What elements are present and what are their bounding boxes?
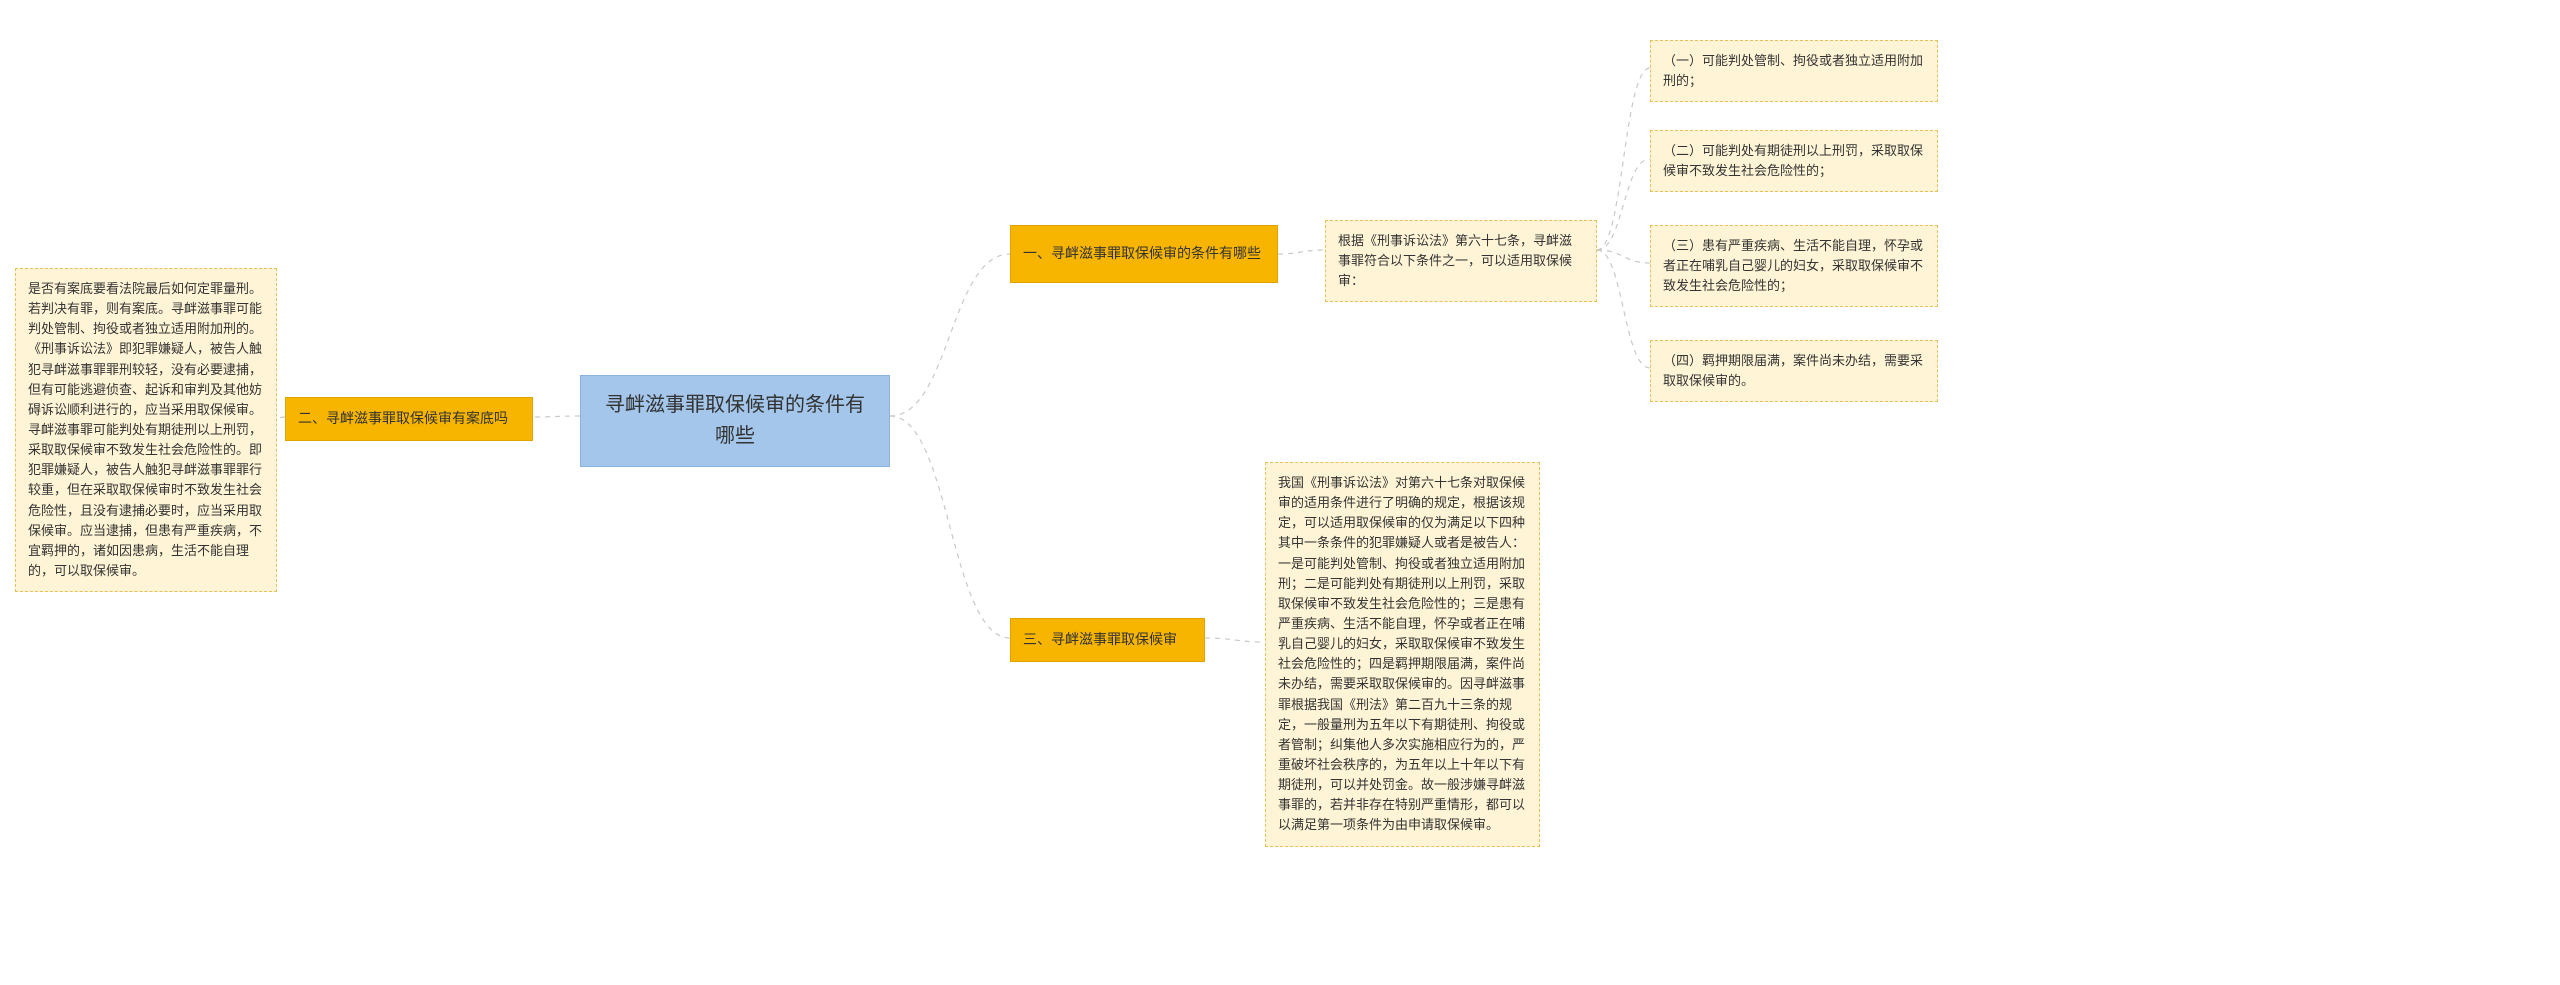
- condition-item-2: （二）可能判处有期徒刑以上刑罚，采取取保候审不致发生社会危险性的；: [1650, 130, 1938, 192]
- condition-item-1: （一）可能判处管制、拘役或者独立适用附加刑的；: [1650, 40, 1938, 102]
- condition-item-3-text: （三）患有严重疾病、生活不能自理，怀孕或者正在哺乳自己婴儿的妇女，采取取保候审不…: [1663, 238, 1923, 293]
- branch-criminal-record: 二、寻衅滋事罪取保候审有案底吗: [285, 397, 533, 441]
- branch-bail-label: 三、寻衅滋事罪取保候审: [1023, 629, 1177, 651]
- mindmap-canvas: 寻衅滋事罪取保候审的条件有哪些 一、寻衅滋事罪取保候审的条件有哪些 根据《刑事诉…: [0, 0, 2560, 985]
- condition-item-4: （四）羁押期限届满，案件尚未办结，需要采取取保候审的。: [1650, 340, 1938, 402]
- branch-conditions-intro-text: 根据《刑事诉讼法》第六十七条，寻衅滋事罪符合以下条件之一，可以适用取保候审：: [1338, 233, 1572, 288]
- branch-bail: 三、寻衅滋事罪取保候审: [1010, 618, 1205, 662]
- criminal-record-detail-text: 是否有案底要看法院最后如何定罪量刑。若判决有罪，则有案底。寻衅滋事罪可能判处管制…: [28, 281, 262, 578]
- root-label: 寻衅滋事罪取保候审的条件有哪些: [599, 390, 871, 452]
- condition-item-1-text: （一）可能判处管制、拘役或者独立适用附加刑的；: [1663, 53, 1923, 88]
- branch-conditions-label: 一、寻衅滋事罪取保候审的条件有哪些: [1023, 243, 1261, 265]
- branch-criminal-record-label: 二、寻衅滋事罪取保候审有案底吗: [298, 408, 508, 430]
- branch-conditions-intro: 根据《刑事诉讼法》第六十七条，寻衅滋事罪符合以下条件之一，可以适用取保候审：: [1325, 220, 1597, 302]
- branch-conditions: 一、寻衅滋事罪取保候审的条件有哪些: [1010, 225, 1278, 283]
- bail-detail: 我国《刑事诉讼法》对第六十七条对取保候审的适用条件进行了明确的规定，根据该规定，…: [1265, 462, 1540, 847]
- root-node: 寻衅滋事罪取保候审的条件有哪些: [580, 375, 890, 467]
- condition-item-2-text: （二）可能判处有期徒刑以上刑罚，采取取保候审不致发生社会危险性的；: [1663, 143, 1923, 178]
- condition-item-3: （三）患有严重疾病、生活不能自理，怀孕或者正在哺乳自己婴儿的妇女，采取取保候审不…: [1650, 225, 1938, 307]
- condition-item-4-text: （四）羁押期限届满，案件尚未办结，需要采取取保候审的。: [1663, 353, 1923, 388]
- bail-detail-text: 我国《刑事诉讼法》对第六十七条对取保候审的适用条件进行了明确的规定，根据该规定，…: [1278, 475, 1525, 832]
- criminal-record-detail: 是否有案底要看法院最后如何定罪量刑。若判决有罪，则有案底。寻衅滋事罪可能判处管制…: [15, 268, 277, 592]
